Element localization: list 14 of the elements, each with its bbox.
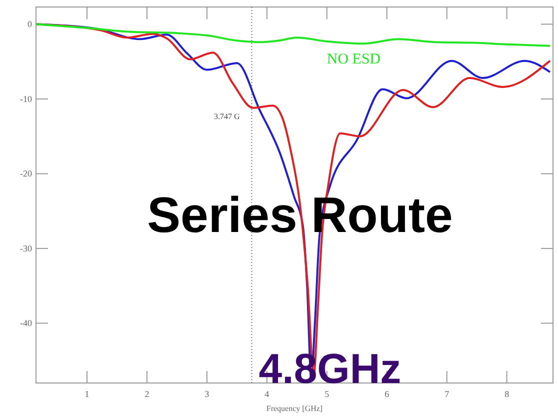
y-tick-label: -20 (20, 168, 32, 179)
x-tick-label: 1 (84, 389, 90, 399)
y-tick-label: 0 (28, 19, 32, 30)
x-axis-title: Frequency [GHz] (266, 404, 323, 413)
x-tick-label: 2 (144, 389, 150, 399)
x-tick-label: 8 (504, 389, 510, 399)
series-label: NO ESD (326, 51, 381, 68)
x-tick-label: 3 (204, 389, 210, 399)
line-series (36, 23, 551, 47)
x-tick-label: 7 (444, 389, 450, 399)
y-tick-label: -40 (20, 318, 32, 328)
y-tick-label: -10 (20, 94, 32, 104)
y-tick-label: -30 (20, 243, 32, 254)
ref-line-label: 3.747 G (214, 112, 240, 122)
